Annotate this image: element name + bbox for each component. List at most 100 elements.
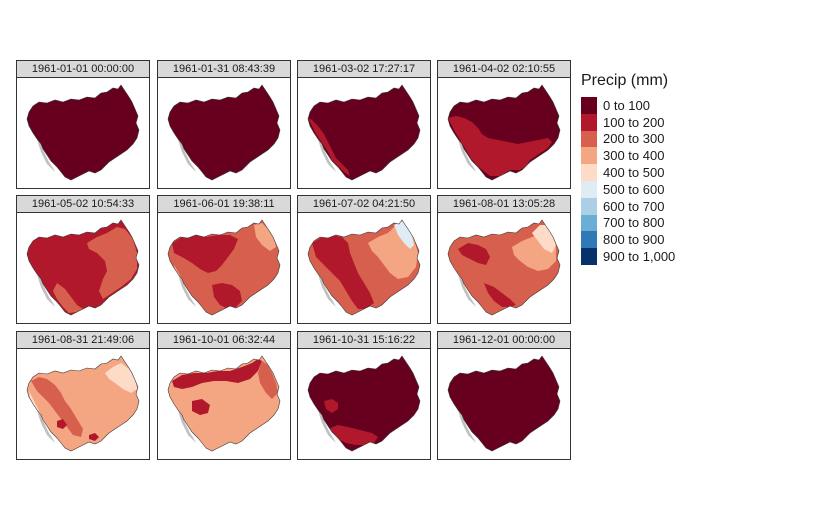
precip-region bbox=[192, 399, 210, 415]
country-border bbox=[447, 219, 561, 316]
country-border bbox=[167, 84, 281, 181]
country-border bbox=[26, 219, 140, 316]
legend-label: 300 to 400 bbox=[603, 148, 665, 164]
precip-region bbox=[308, 118, 350, 176]
precip-region-base bbox=[448, 356, 560, 451]
panel-date-label: 1961-04-02 02:10:55 bbox=[437, 60, 571, 78]
map-panel: 1961-03-02 17:27:17 bbox=[297, 60, 431, 189]
precip-region bbox=[89, 433, 99, 441]
legend-item: 100 to 200 bbox=[581, 113, 675, 131]
legend-label: 0 to 100 bbox=[603, 97, 650, 113]
panel-date-label: 1961-10-01 06:32:44 bbox=[157, 331, 291, 349]
coastal-islands bbox=[178, 410, 196, 443]
legend-label: 700 to 800 bbox=[603, 215, 665, 231]
coastal-islands bbox=[37, 139, 55, 172]
country-map bbox=[307, 219, 421, 316]
coastal-islands bbox=[37, 274, 55, 307]
legend-swatch bbox=[581, 97, 597, 114]
precip-region bbox=[394, 221, 414, 249]
map-panel: 1961-05-02 10:54:33 bbox=[16, 195, 150, 324]
panel-map bbox=[157, 348, 291, 460]
coastal-islands bbox=[318, 139, 336, 172]
map-panel: 1961-10-01 06:32:44 bbox=[157, 331, 291, 460]
legend-label: 600 to 700 bbox=[603, 198, 665, 214]
country-border bbox=[167, 355, 281, 452]
map-panel: 1961-01-31 08:43:39 bbox=[157, 60, 291, 189]
legend-item: 700 to 800 bbox=[581, 214, 675, 232]
country-map bbox=[307, 355, 421, 452]
panel-date-label: 1961-07-02 04:21:50 bbox=[297, 195, 431, 213]
panel-map bbox=[16, 212, 150, 324]
map-panel: 1961-12-01 00:00:00 bbox=[437, 331, 571, 460]
precip-region bbox=[458, 243, 490, 265]
legend-swatch bbox=[581, 164, 597, 181]
country-map bbox=[447, 84, 561, 181]
legend-item: 800 to 900 bbox=[581, 231, 675, 249]
map-panel: 1961-07-02 04:21:50 bbox=[297, 195, 431, 324]
map-panel: 1961-04-02 02:10:55 bbox=[437, 60, 571, 189]
coastal-islands bbox=[458, 410, 476, 443]
precip-region bbox=[172, 359, 262, 389]
precip-region bbox=[174, 265, 198, 307]
coastal-islands bbox=[458, 139, 476, 172]
coastal-islands bbox=[178, 274, 196, 307]
country-border bbox=[26, 355, 140, 452]
country-border bbox=[26, 84, 140, 181]
legend-item: 600 to 700 bbox=[581, 197, 675, 215]
country-map bbox=[26, 355, 140, 452]
precip-region-base bbox=[27, 85, 139, 180]
country-map bbox=[167, 219, 281, 316]
panel-map bbox=[437, 348, 571, 460]
panel-map bbox=[16, 77, 150, 189]
legend-swatch bbox=[581, 214, 597, 232]
precip-region bbox=[254, 223, 276, 251]
precip-region-base bbox=[308, 85, 420, 180]
precip-region-base bbox=[168, 85, 280, 180]
precip-region bbox=[328, 425, 378, 445]
panel-map bbox=[157, 77, 291, 189]
coastal-islands bbox=[318, 410, 336, 443]
coastal-islands bbox=[458, 274, 476, 307]
precip-region bbox=[484, 283, 516, 307]
map-panel: 1961-08-31 21:49:06 bbox=[16, 331, 150, 460]
country-border bbox=[447, 355, 561, 452]
country-border bbox=[307, 355, 421, 452]
legend-label: 100 to 200 bbox=[603, 114, 665, 130]
legend-title: Precip (mm) bbox=[581, 72, 669, 89]
map-panel: 1961-10-31 15:16:22 bbox=[297, 331, 431, 460]
precip-region bbox=[212, 283, 242, 309]
map-panel: 1961-01-01 00:00:00 bbox=[16, 60, 150, 189]
legend-items: 0 to 100 100 to 200 200 to 300 300 to 40… bbox=[581, 97, 675, 265]
legend-item: 900 to 1,000 bbox=[581, 248, 675, 265]
map-panel: 1961-08-01 13:05:28 bbox=[437, 195, 571, 324]
legend-label: 500 to 600 bbox=[603, 181, 665, 197]
precip-region bbox=[105, 363, 137, 393]
precip-region bbox=[258, 361, 278, 399]
legend-item: 0 to 100 bbox=[581, 97, 675, 114]
country-map bbox=[26, 84, 140, 181]
legend-swatch bbox=[581, 113, 597, 131]
panel-map bbox=[16, 348, 150, 460]
legend-item: 200 to 300 bbox=[581, 130, 675, 148]
precip-region bbox=[172, 235, 238, 273]
legend-swatch bbox=[581, 248, 597, 265]
panel-date-label: 1961-08-01 13:05:28 bbox=[437, 195, 571, 213]
country-border bbox=[447, 84, 561, 181]
legend-swatch bbox=[581, 231, 597, 249]
precip-region bbox=[448, 116, 552, 176]
legend-label: 400 to 500 bbox=[603, 165, 665, 181]
country-border bbox=[307, 84, 421, 181]
country-border bbox=[307, 219, 421, 316]
panel-date-label: 1961-06-01 19:38:11 bbox=[157, 195, 291, 213]
legend-swatch bbox=[581, 130, 597, 148]
panel-date-label: 1961-12-01 00:00:00 bbox=[437, 331, 571, 349]
panel-map bbox=[157, 212, 291, 324]
coastal-islands bbox=[318, 274, 336, 307]
legend-swatch bbox=[581, 180, 597, 198]
legend-item: 500 to 600 bbox=[581, 180, 675, 198]
coastal-islands bbox=[178, 139, 196, 172]
panel-map bbox=[297, 77, 431, 189]
legend-label: 800 to 900 bbox=[603, 232, 665, 248]
precip-region bbox=[53, 283, 83, 313]
country-map bbox=[447, 219, 561, 316]
